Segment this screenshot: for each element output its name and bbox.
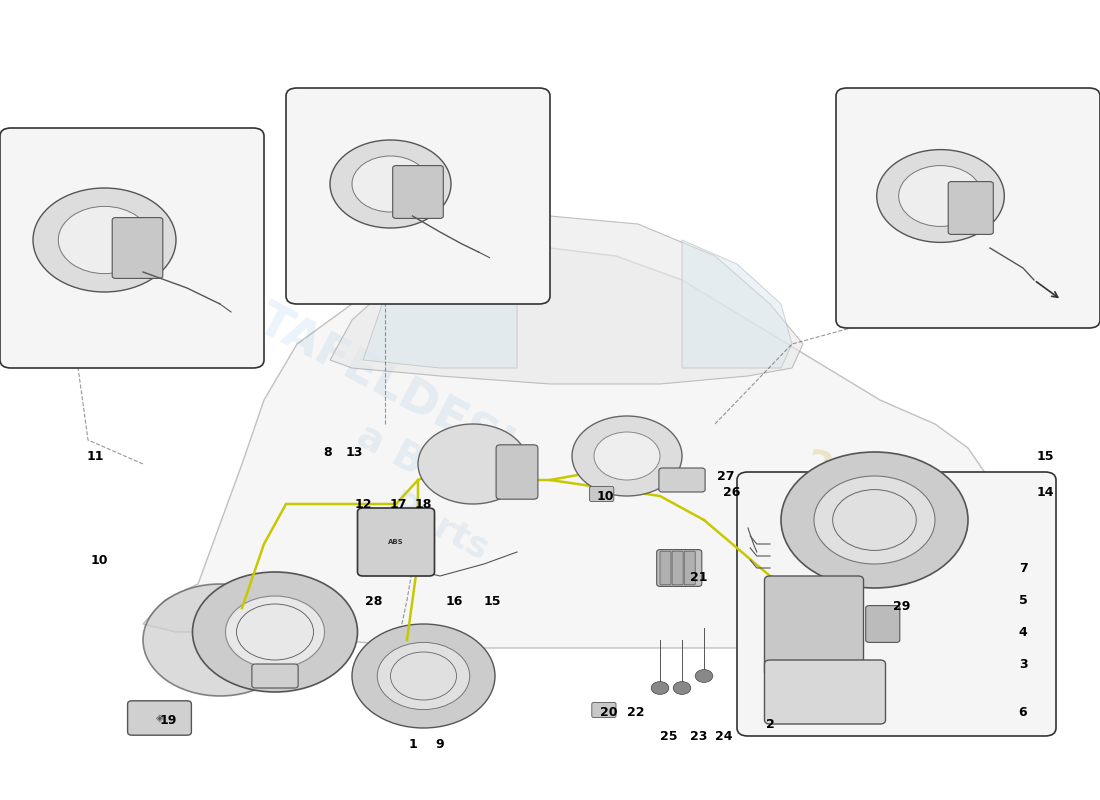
Circle shape [330, 140, 451, 228]
FancyBboxPatch shape [764, 576, 864, 676]
Text: 14: 14 [1036, 486, 1054, 498]
FancyBboxPatch shape [657, 550, 702, 586]
Polygon shape [143, 248, 1001, 648]
Text: 1: 1 [408, 738, 417, 750]
Text: 13: 13 [345, 446, 363, 458]
Circle shape [352, 624, 495, 728]
FancyBboxPatch shape [128, 701, 191, 735]
Polygon shape [363, 240, 517, 368]
Text: 12: 12 [354, 498, 372, 510]
FancyBboxPatch shape [659, 468, 705, 492]
Text: 24: 24 [715, 730, 733, 742]
FancyBboxPatch shape [672, 551, 683, 585]
Text: 29: 29 [893, 600, 911, 613]
FancyBboxPatch shape [590, 486, 614, 502]
Circle shape [781, 452, 968, 588]
Text: TAFELDESI: TAFELDESI [250, 298, 520, 470]
Circle shape [58, 206, 151, 274]
Text: 20: 20 [600, 706, 617, 718]
FancyBboxPatch shape [286, 88, 550, 304]
FancyBboxPatch shape [112, 218, 163, 278]
Text: 19: 19 [160, 714, 177, 726]
FancyBboxPatch shape [496, 445, 538, 499]
Text: 18: 18 [415, 498, 432, 510]
Text: 7: 7 [1019, 562, 1027, 574]
Text: 9: 9 [436, 738, 444, 750]
Text: 27: 27 [717, 470, 735, 482]
Text: 11: 11 [87, 450, 104, 462]
FancyBboxPatch shape [836, 88, 1100, 328]
Text: 2: 2 [766, 718, 774, 730]
Text: a Besi: a Besi [351, 416, 485, 512]
Text: 2005: 2005 [801, 448, 915, 512]
Text: 21: 21 [690, 571, 707, 584]
Circle shape [776, 572, 940, 692]
Text: 5: 5 [1019, 594, 1027, 606]
Text: 23: 23 [690, 730, 707, 742]
Text: ABS: ABS [388, 538, 404, 545]
Circle shape [814, 476, 935, 564]
Circle shape [33, 188, 176, 292]
Text: 25: 25 [660, 730, 678, 742]
Text: 22: 22 [627, 706, 645, 718]
Text: Parts: Parts [385, 488, 495, 568]
Text: 15: 15 [484, 595, 502, 608]
Text: 10: 10 [90, 554, 108, 566]
Text: 15: 15 [1036, 450, 1054, 462]
Text: 26: 26 [723, 486, 740, 498]
Text: 16: 16 [446, 595, 463, 608]
FancyBboxPatch shape [764, 660, 886, 724]
Circle shape [808, 596, 908, 668]
FancyBboxPatch shape [592, 702, 616, 718]
Circle shape [192, 572, 358, 692]
FancyBboxPatch shape [358, 508, 434, 576]
FancyBboxPatch shape [393, 166, 443, 218]
FancyBboxPatch shape [0, 128, 264, 368]
Circle shape [143, 584, 297, 696]
Text: 17: 17 [389, 498, 407, 510]
Text: 6: 6 [1019, 706, 1027, 718]
FancyBboxPatch shape [948, 182, 993, 234]
Circle shape [418, 424, 528, 504]
Circle shape [226, 596, 324, 668]
Text: 4: 4 [1019, 626, 1027, 638]
Circle shape [572, 416, 682, 496]
Circle shape [673, 682, 691, 694]
Text: ◈: ◈ [156, 713, 163, 722]
FancyBboxPatch shape [684, 551, 695, 585]
Polygon shape [682, 240, 792, 368]
Circle shape [651, 682, 669, 694]
Circle shape [594, 432, 660, 480]
Circle shape [377, 642, 470, 710]
Circle shape [352, 156, 429, 212]
Text: 10: 10 [596, 490, 614, 502]
Circle shape [877, 150, 1004, 242]
Circle shape [899, 166, 982, 226]
Text: 3: 3 [1019, 658, 1027, 670]
FancyBboxPatch shape [252, 664, 298, 688]
Text: 8: 8 [323, 446, 332, 458]
Polygon shape [330, 216, 803, 384]
Text: 28: 28 [365, 595, 383, 608]
Circle shape [695, 670, 713, 682]
FancyBboxPatch shape [737, 472, 1056, 736]
FancyBboxPatch shape [660, 551, 671, 585]
FancyBboxPatch shape [866, 606, 900, 642]
